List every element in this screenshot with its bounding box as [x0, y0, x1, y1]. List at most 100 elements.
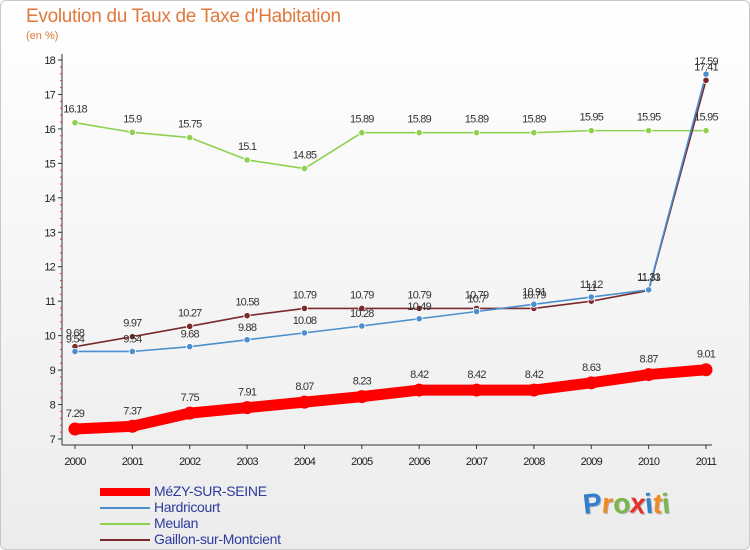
data-label-1-9: 11.12	[580, 279, 603, 291]
x-tick-label: 2006	[409, 456, 431, 468]
data-label-3-6: 10.79	[407, 289, 431, 301]
data-label-0-9: 8.63	[582, 362, 601, 374]
x-tick-label: 2004	[294, 456, 316, 468]
data-point-2-7	[472, 129, 481, 137]
y-tick-label: 13	[44, 227, 55, 239]
data-label-1-3: 9.88	[238, 322, 257, 334]
data-point-3-1	[128, 333, 136, 341]
data-point-0-10	[642, 368, 656, 382]
data-label-2-9: 15.95	[580, 112, 604, 124]
data-point-3-5	[358, 304, 366, 313]
data-point-0-9	[584, 376, 598, 390]
data-label-0-5: 8.23	[353, 376, 372, 388]
data-point-0-8	[527, 383, 541, 397]
data-label-3-0: 9.68	[66, 328, 85, 340]
legend-swatch	[100, 523, 150, 525]
data-point-3-2	[186, 322, 194, 330]
y-tick-label: 16	[44, 124, 55, 136]
data-point-1-5	[358, 322, 366, 330]
y-tick-label: 15	[44, 158, 55, 170]
data-label-3-11: 17.41	[694, 61, 718, 73]
data-label-2-4: 14.85	[293, 150, 317, 162]
x-tick-label: 2001	[122, 456, 144, 468]
data-point-2-9	[587, 127, 595, 135]
data-label-2-7: 15.89	[465, 114, 489, 126]
data-label-0-11: 9.01	[697, 349, 716, 361]
data-label-2-11: 15.95	[694, 112, 718, 124]
legend-label: Gaillon-sur-Montcient	[154, 531, 281, 547]
data-point-0-11	[699, 363, 713, 377]
data-label-1-8: 10.91	[522, 286, 546, 298]
legend-swatch	[100, 488, 150, 496]
data-label-0-10: 8.87	[640, 354, 659, 366]
data-label-1-2: 9.68	[181, 329, 200, 341]
data-point-0-0	[68, 422, 82, 436]
data-point-1-11	[702, 70, 710, 78]
x-tick-label: 2003	[236, 456, 258, 468]
data-point-2-3	[243, 156, 251, 164]
logo-letter: i	[660, 487, 672, 520]
data-point-0-1	[125, 419, 139, 433]
data-point-2-1	[128, 128, 136, 136]
data-label-1-0: 9.54	[66, 333, 85, 345]
data-point-0-5	[355, 390, 369, 404]
data-point-0-6	[412, 383, 426, 397]
data-label-2-1: 15.9	[123, 113, 142, 125]
data-point-1-7	[472, 307, 481, 316]
data-point-0-3	[240, 401, 254, 415]
chart-unit: (en %)	[26, 30, 59, 42]
y-tick-label: 10	[44, 331, 55, 343]
data-point-1-9	[587, 293, 595, 301]
data-label-0-6: 8.42	[410, 369, 429, 381]
data-label-3-8: 10.79	[522, 289, 546, 301]
x-tick-label: 2009	[581, 456, 603, 468]
data-label-1-6: 10.49	[407, 301, 431, 313]
y-tick-label: 17	[44, 89, 55, 101]
data-point-2-4	[300, 164, 309, 173]
data-point-2-11	[702, 127, 710, 135]
data-label-1-11: 17.59	[694, 56, 718, 68]
data-label-0-0: 7.29	[66, 408, 85, 420]
data-label-0-1: 7.37	[123, 405, 142, 417]
data-point-2-10	[645, 127, 653, 135]
y-tick-label: 12	[44, 262, 55, 274]
legend-swatch	[100, 539, 150, 541]
data-label-2-3: 15.1	[238, 141, 257, 153]
data-label-1-1: 9.54	[123, 333, 142, 345]
data-label-2-0: 16.18	[63, 104, 87, 116]
data-label-2-8: 15.89	[522, 114, 546, 126]
data-label-2-6: 15.89	[407, 114, 431, 126]
y-tick-label: 8	[50, 400, 56, 412]
data-label-0-7: 8.42	[467, 369, 486, 381]
x-tick-label: 2007	[466, 456, 488, 468]
x-tick-label: 2000	[64, 456, 86, 468]
data-label-1-10: 11.33	[637, 272, 660, 284]
data-point-3-4	[300, 304, 309, 313]
data-label-0-4: 8.07	[295, 381, 314, 393]
series-line-3	[74, 79, 707, 348]
legend-label: MéZY-SUR-SEINE	[154, 483, 267, 499]
chart-title: Evolution du Taux de Taxe d'Habitation	[26, 6, 341, 27]
data-label-3-3: 10.58	[235, 297, 259, 309]
data-point-1-6	[415, 315, 423, 323]
data-point-2-6	[415, 129, 423, 137]
data-point-0-2	[183, 406, 197, 420]
series-line-1	[74, 73, 707, 353]
series-line-2	[74, 121, 707, 170]
legend-swatch	[100, 507, 150, 509]
series-line-0	[69, 364, 712, 435]
data-label-2-5: 15.89	[350, 114, 374, 126]
legend-label: Meulan	[154, 515, 199, 531]
x-tick-label: 2002	[179, 456, 201, 468]
data-point-1-1	[128, 347, 136, 356]
data-point-1-10	[645, 286, 653, 294]
data-label-1-7: 10.7	[467, 294, 486, 306]
data-point-1-2	[186, 343, 194, 351]
data-point-3-6	[415, 304, 423, 313]
data-label-3-10: 11.31	[637, 272, 660, 284]
x-tick-label: 2008	[523, 456, 545, 468]
data-label-3-4: 10.79	[293, 289, 317, 301]
data-label-3-2: 10.27	[178, 307, 202, 319]
